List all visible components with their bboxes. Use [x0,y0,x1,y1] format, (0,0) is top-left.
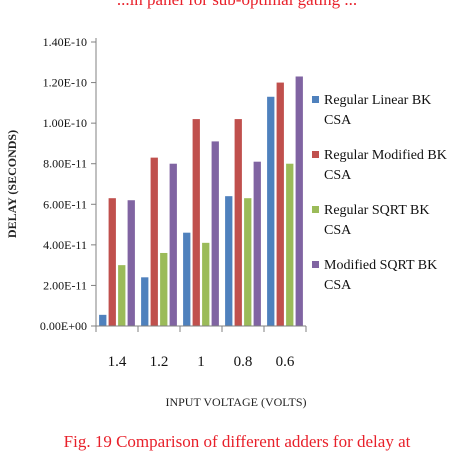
bar [99,314,107,326]
bars-group [99,76,303,327]
y-tick-label: 4.00E-11 [43,238,87,252]
x-tick-label: 1.4 [108,354,127,370]
x-tick-label: 0.6 [276,354,295,370]
y-tick-label: 2.00E-11 [43,278,87,292]
legend-label: CSA [324,223,352,238]
bar [127,200,135,326]
bar [202,242,210,326]
bar [267,96,275,327]
x-axis-label: INPUT VOLTAGE (VOLTS) [165,395,306,409]
y-tick-label: 6.00E-11 [43,197,87,211]
bar [295,76,303,326]
bar [118,265,126,326]
y-tick-label: 1.20E-10 [43,76,87,90]
legend-label: Regular Modified BK [324,148,447,163]
bar [211,141,219,326]
legend-swatch [312,206,319,213]
legend-label: Regular SQRT BK [324,203,429,218]
legend-label: CSA [324,278,352,293]
legend-swatch [312,261,319,268]
y-tick-label: 1.00E-10 [43,116,87,130]
bar [234,119,242,326]
figure-caption-top: ...in panel for sub-optimal gating ... [0,0,474,10]
legend-label: CSA [324,113,352,128]
x-tick-label: 1 [197,354,205,370]
bar [253,161,261,326]
y-ticks-group: 0.00E+00 2.00E-11 4.00E-11 6.00E-11 8.00E-11… [40,35,96,333]
y-axis-label: DELAY (SECONDS) [5,130,19,238]
bar [183,232,191,326]
x-tick-label: 1.2 [150,354,169,370]
bar [160,252,168,326]
y-tick-label: 1.40E-10 [43,35,87,49]
legend-swatch [312,96,319,103]
y-tick-label: 8.00E-11 [43,157,87,171]
legend: Regular Linear BK CSA Regular Modified BK C… [312,93,447,293]
bar-chart: 0.00E+00 2.00E-11 4.00E-11 6.00E-11 8.00E-11… [5,35,447,409]
bar [276,82,284,326]
legend-swatch [312,151,319,158]
bar [225,196,233,326]
bar [192,119,200,326]
x-tick-label: 0.8 [234,354,253,370]
x-ticks-group: 1.4 1.2 1 0.8 0.6 [95,326,307,370]
y-tick-label: 0.00E+00 [40,319,87,333]
bar [169,163,177,326]
bar [286,163,294,326]
bar [244,198,252,326]
legend-label: Regular Linear BK [324,93,431,108]
legend-label: Modified SQRT BK [324,258,437,273]
bar [141,277,149,326]
figure-caption-bottom: Fig. 19 Comparison of different adders f… [63,432,411,451]
bar [150,157,158,326]
bar [108,198,116,326]
legend-label: CSA [324,168,352,183]
